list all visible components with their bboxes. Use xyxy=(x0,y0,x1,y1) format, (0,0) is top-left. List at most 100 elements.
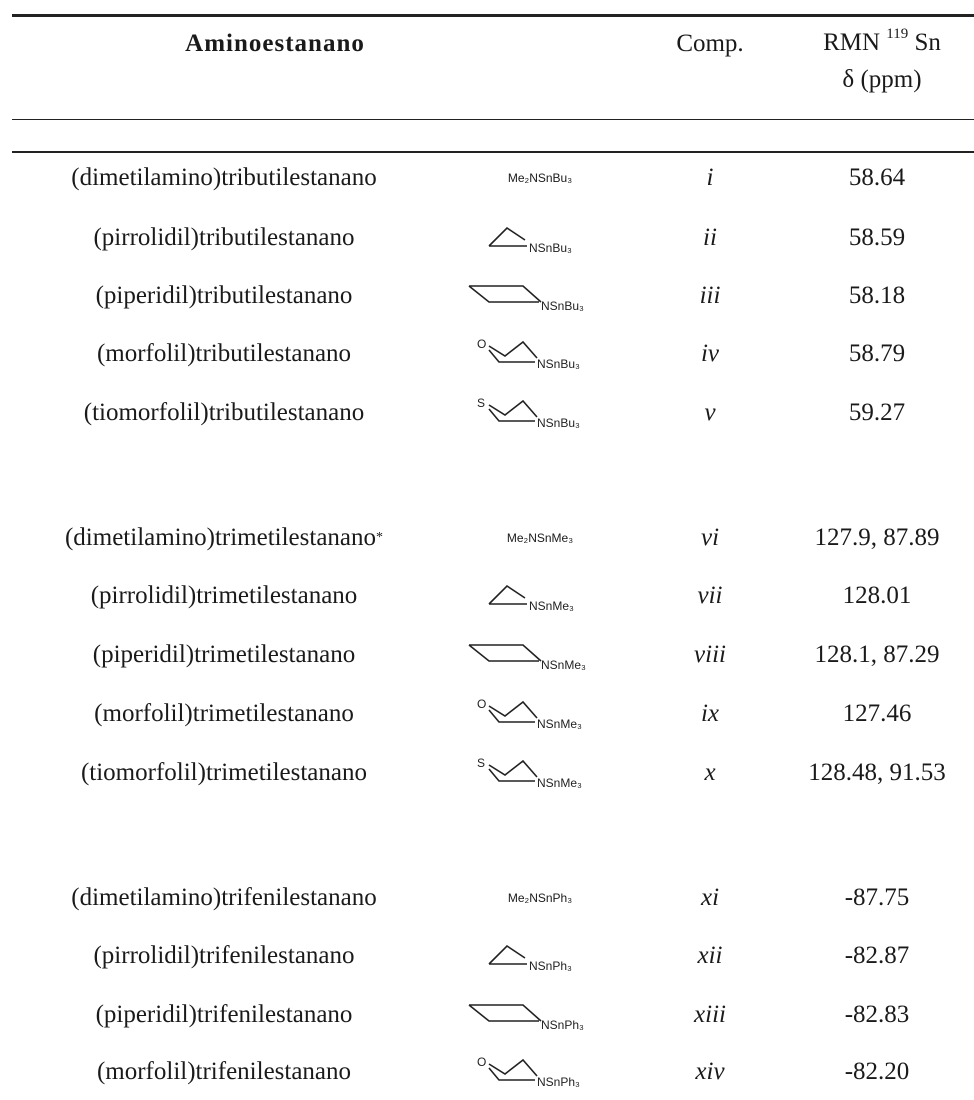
compound-number: viii xyxy=(694,641,726,668)
nmr-shift: -82.20 xyxy=(844,1058,910,1085)
nmr-shift: 127.46 xyxy=(842,700,912,727)
compound-name-text: (morfolil)trimetilestanano xyxy=(94,700,354,727)
structure-cell: NSnPh₃ xyxy=(455,987,625,1043)
ring-bonds xyxy=(488,584,527,605)
table-row: (morfolil)tributilestanano O NSnBu₃ iv 58.79 xyxy=(0,326,974,382)
structure-cell: NSnMe₃ xyxy=(455,568,625,624)
structure-cell: S NSnMe₃ xyxy=(455,745,625,801)
thiomorpholine-structure-icon: S NSnBu₃ xyxy=(477,396,580,430)
heteroatom-label: O xyxy=(477,337,486,351)
compound-name: (pirrolidil)tributilestanano xyxy=(14,210,434,266)
compound-name: (morfolil)trifenilestanano xyxy=(14,1044,434,1100)
nmr-shift: -87.75 xyxy=(844,884,910,911)
ring-bonds xyxy=(468,644,542,662)
compound-name-text: (morfolil)tributilestanano xyxy=(96,340,352,367)
compound-name-text: (pirrolidil)tributilestanano xyxy=(93,224,355,251)
table-row: (tiomorfolil)tributilestanano S NSnBu₃ v 59.… xyxy=(0,385,974,441)
stannyl-label: NSnBu₃ xyxy=(541,299,584,313)
stannyl-label: NSnBu₃ xyxy=(529,241,572,255)
header-rmn: RMN 119 Sn xyxy=(790,26,974,57)
stannyl-label: NSnPh₃ xyxy=(537,1075,580,1089)
table-row: (tiomorfolil)trimetilestanano S NSnMe₃ x 128… xyxy=(0,745,974,801)
structure-cell: S NSnBu₃ xyxy=(455,385,625,441)
header-rmn-prefix: RMN xyxy=(823,29,887,56)
thiomorpholine-structure-icon: S NSnMe₃ xyxy=(477,756,582,790)
compound-name: (pirrolidil)trimetilestanano xyxy=(14,568,434,624)
compound-number: xii xyxy=(697,942,723,969)
compound-name-text: (tiomorfolil)tributilestanano xyxy=(83,399,365,426)
compound-name-text: (morfolil)trifenilestanano xyxy=(96,1058,352,1085)
compound-number: i xyxy=(706,164,714,191)
structure-cell: NSnMe₃ xyxy=(455,627,625,683)
pyrrolidine-structure-icon: NSnMe₃ xyxy=(488,584,574,613)
structure-cell: O NSnMe₃ xyxy=(455,686,625,742)
compound-number: xiv xyxy=(695,1058,725,1085)
top-rule xyxy=(12,14,974,17)
table-row: (piperidil)trifenilestanano NSnPh₃ xiii -82… xyxy=(0,987,974,1043)
piperidine-structure-icon: NSnMe₃ xyxy=(468,644,586,672)
compound-name-text: (pirrolidil)trifenilestanano xyxy=(93,942,355,969)
ring-bonds xyxy=(488,399,538,422)
table-row: (morfolil)trimetilestanano O NSnMe₃ ix 127.4… xyxy=(0,686,974,742)
stannyl-label: NSnMe₃ xyxy=(529,599,574,613)
structure-cell: NSnPh₃ xyxy=(455,928,625,984)
header-comp: Comp. xyxy=(676,30,744,57)
ring-bonds xyxy=(488,759,538,782)
compound-name-text: (piperidil)trimetilestanano xyxy=(92,641,356,668)
header-rmn-isotope: 119 xyxy=(886,26,909,42)
morpholine-structure-icon: O NSnPh₃ xyxy=(477,1055,580,1089)
compound-number: ix xyxy=(700,700,720,727)
structure-formula: Me₂NSnMe₃ xyxy=(506,531,574,545)
structure-formula: Me₂NSnBu₃ xyxy=(507,171,573,185)
header-rmn-suffix: Sn xyxy=(908,29,941,56)
compound-name-text: (piperidil)trifenilestanano xyxy=(95,1001,353,1028)
compound-name: (dimetilamino)trimetilestanano * xyxy=(14,510,434,566)
heteroatom-label: S xyxy=(477,756,485,770)
structure-cell: Me₂NSnMe₃ xyxy=(455,510,625,566)
structure-formula: Me₂NSnPh₃ xyxy=(507,891,573,905)
compound-number: x xyxy=(704,759,716,786)
nmr-shift: 58.79 xyxy=(848,340,906,367)
nmr-shift: 59.27 xyxy=(848,399,906,426)
header-delta-ppm: δ (ppm) xyxy=(842,66,922,93)
heteroatom-label: O xyxy=(477,1055,486,1069)
ring-bonds xyxy=(488,700,538,723)
compound-number: ii xyxy=(703,224,717,251)
structure-cell: Me₂NSnBu₃ xyxy=(455,150,625,206)
compound-name: (tiomorfolil)tributilestanano xyxy=(14,385,434,441)
header-rule xyxy=(12,119,974,120)
stannyl-label: NSnBu₃ xyxy=(537,416,580,430)
compound-name: (piperidil)tributilestanano xyxy=(14,268,434,324)
pyrrolidine-structure-icon: NSnBu₃ xyxy=(488,226,572,255)
structure-cell: NSnBu₃ xyxy=(455,268,625,324)
table-row: (morfolil)trifenilestanano O NSnPh₃ xiv -82.… xyxy=(0,1044,974,1100)
heteroatom-label: O xyxy=(477,697,486,711)
table-row: (dimetilamino)tributilestanano Me₂NSnBu₃ i… xyxy=(0,150,974,206)
compound-number: v xyxy=(704,399,716,426)
footnote-marker: * xyxy=(376,530,384,545)
structure-cell: O NSnBu₃ xyxy=(455,326,625,382)
nmr-shift: 58.64 xyxy=(848,164,906,191)
structure-cell: Me₂NSnPh₃ xyxy=(455,870,625,926)
stannyl-label: NSnPh₃ xyxy=(529,959,572,973)
header-aminoestanano: Aminoestanano xyxy=(185,30,365,57)
compound-number: vii xyxy=(697,582,723,609)
compound-name: (dimetilamino)tributilestanano xyxy=(14,150,434,206)
compound-name: (piperidil)trifenilestanano xyxy=(14,987,434,1043)
nmr-shift: 58.59 xyxy=(848,224,906,251)
nmr-shift: -82.83 xyxy=(844,1001,910,1028)
nmr-shift: 128.01 xyxy=(842,582,912,609)
compound-number: xi xyxy=(700,884,720,911)
nmr-shift: 127.9, 87.89 xyxy=(814,524,940,551)
morpholine-structure-icon: O NSnBu₃ xyxy=(477,337,580,371)
piperidine-structure-icon: NSnPh₃ xyxy=(468,1004,584,1032)
nmr-shift: 128.1, 87.29 xyxy=(814,641,940,668)
compound-name: (piperidil)trimetilestanano xyxy=(14,627,434,683)
compound-name: (tiomorfolil)trimetilestanano xyxy=(14,745,434,801)
nmr-shift: 128.48, 91.53 xyxy=(808,759,946,786)
compound-number: xiii xyxy=(694,1001,726,1028)
nmr-shift: 58.18 xyxy=(848,282,906,309)
compound-number: iv xyxy=(700,340,720,367)
compound-name-text: (tiomorfolil)trimetilestanano xyxy=(80,759,368,786)
compound-number: vi xyxy=(700,524,720,551)
